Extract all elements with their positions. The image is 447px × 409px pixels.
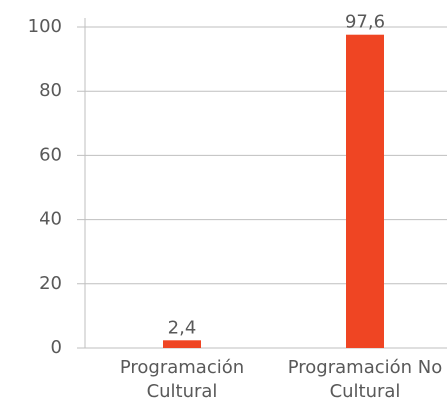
x-tick-label: Programación No Cultural [287,357,443,402]
y-tick-label: 100 [28,16,62,37]
y-tick-label: 20 [39,273,62,294]
y-tick-label: 60 [39,144,62,165]
bar [346,34,384,348]
y-tick-label: 80 [39,80,62,101]
x-tick-label: Programación Cultural [119,357,245,402]
y-tick-label: 40 [39,209,62,230]
y-tick-label: 0 [51,337,62,358]
bar [163,340,201,348]
value-label: 97,6 [345,12,385,33]
value-label: 2,4 [168,317,197,338]
